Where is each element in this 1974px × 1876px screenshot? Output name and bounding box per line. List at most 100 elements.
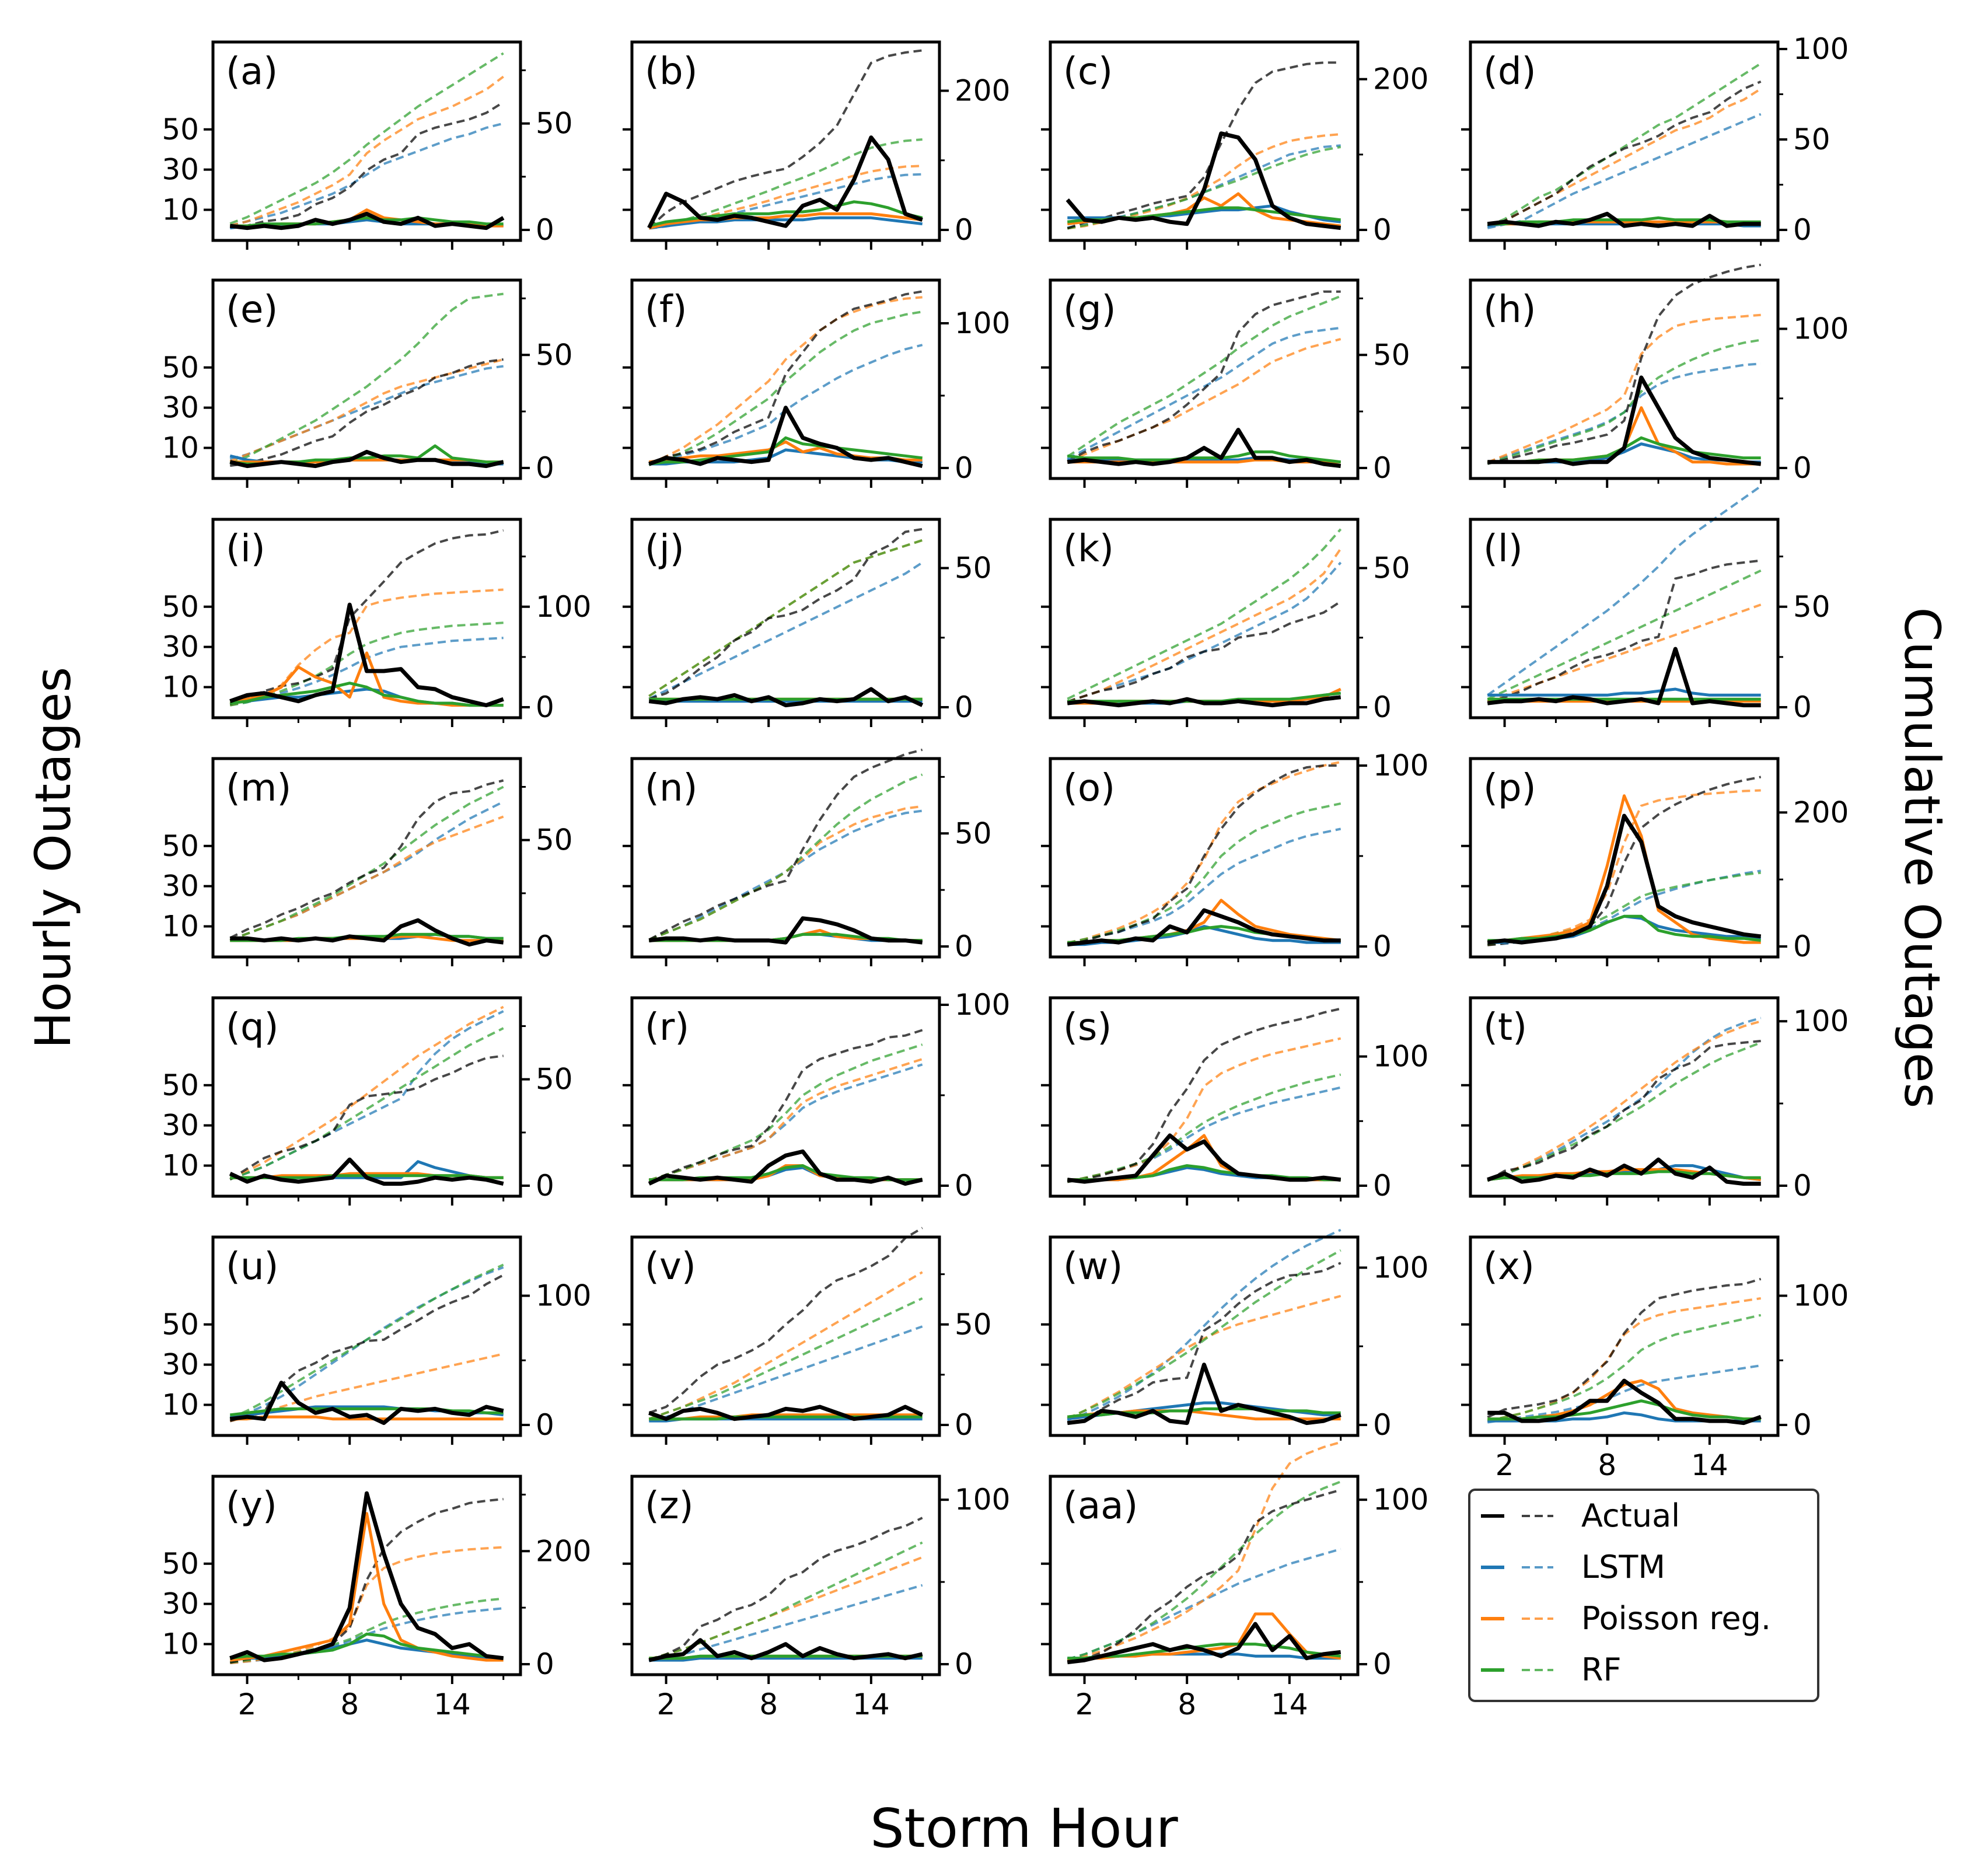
cumulative-series-lstm	[1067, 1547, 1341, 1661]
panel-r: (r) 0 100	[623, 988, 1010, 1206]
panel-label: (i)	[226, 527, 265, 571]
cumulative-series-actual	[648, 748, 923, 941]
y-tick-label-right: 0	[1793, 690, 1812, 724]
cumulative-series-lstm	[229, 1010, 504, 1180]
cumulative-series-poisson	[648, 805, 923, 941]
hourly-series-actual	[648, 406, 923, 469]
panel-frame	[1049, 518, 1360, 719]
panel-label: (d)	[1483, 50, 1536, 93]
y-tick-label-right: 100	[1373, 1040, 1428, 1074]
cumulative-series-poisson	[1067, 548, 1342, 703]
cumulative-series-lstm	[1487, 113, 1762, 229]
panel-frame	[211, 1235, 522, 1437]
y-tick-label-right: 0	[1793, 451, 1812, 485]
cumulative-series-lstm	[648, 1063, 923, 1182]
cumulative-series-lstm	[648, 1584, 923, 1662]
cumulative-series-actual	[648, 290, 923, 466]
x-tick-label: 14	[1691, 1448, 1728, 1482]
panel-label: (l)	[1483, 527, 1523, 571]
cumulative-series-lstm	[229, 122, 504, 227]
cumulative-series-actual	[1067, 764, 1341, 946]
panel-k: (k) 0 50	[1041, 518, 1410, 727]
y-tick-label-right: 100	[536, 1279, 591, 1313]
y-tick-label-right: 0	[1373, 690, 1392, 724]
cumulative-series-lstm	[648, 561, 923, 700]
y-tick-label-left: 50	[162, 113, 199, 146]
panel-label: (a)	[226, 50, 278, 93]
panel-v: (v) 0 50	[623, 1227, 992, 1445]
x-tick-label: 8	[1598, 1448, 1616, 1482]
cumulative-series-lstm	[648, 1325, 923, 1423]
cumulative-series-rf	[229, 1027, 504, 1180]
panel-i: (i) 10 30 50 0 100	[162, 518, 591, 727]
hourly-series-lstm	[649, 1657, 923, 1662]
x-tick-label: 2	[1075, 1688, 1094, 1721]
y-tick-label-left: 10	[162, 670, 199, 704]
panel-frame	[630, 40, 941, 242]
cumulative-series-rf	[648, 1541, 923, 1661]
cumulative-series-rf	[1067, 802, 1341, 944]
cumulative-series-rf	[648, 1043, 923, 1182]
panel-m: (m) 10 30 50 0 50	[162, 757, 573, 966]
y-tick-label-right: 0	[955, 690, 973, 724]
cumulative-series-actual	[648, 1227, 923, 1414]
cumulative-series-actual	[1067, 290, 1341, 463]
y-tick-label-left: 30	[162, 391, 199, 425]
cumulative-series-actual	[1067, 1489, 1341, 1664]
panel-frame	[1469, 40, 1780, 242]
y-tick-label-left: 50	[162, 1308, 199, 1342]
hourly-series-poisson	[230, 1415, 504, 1421]
cumulative-series-actual	[1487, 1040, 1761, 1182]
y-tick-label-right: 0	[955, 930, 973, 963]
panel-frame	[630, 518, 941, 719]
hourly-series-actual	[1067, 1622, 1341, 1665]
legend-label: Poisson reg.	[1581, 1600, 1771, 1637]
panel-label: (k)	[1063, 527, 1114, 571]
cumulative-series-rf	[648, 539, 923, 697]
panel-label: (u)	[226, 1245, 279, 1288]
panel-frame	[1469, 1235, 1780, 1437]
cumulative-series-poisson	[1487, 603, 1762, 703]
y-tick-label-right: 0	[1793, 930, 1812, 963]
y-tick-label-left: 30	[162, 1109, 199, 1143]
cumulative-series-actual	[1487, 263, 1762, 465]
y-tick-label-left: 30	[162, 630, 199, 664]
y-tick-label-right: 0	[536, 930, 554, 963]
panel-s: (s) 0 100	[1041, 996, 1428, 1206]
panel-o: (o) 0 100	[1041, 749, 1428, 966]
cumulative-series-rf	[648, 310, 923, 466]
y-tick-label-left: 50	[162, 351, 199, 385]
y-tick-label-right: 100	[1793, 1279, 1849, 1313]
cumulative-series-lstm	[229, 365, 504, 460]
y-tick-label-right: 50	[955, 1308, 992, 1342]
y-tick-label-left: 10	[162, 1149, 199, 1183]
panel-w: (w) 0 100	[1041, 1228, 1428, 1445]
y-tick-label-right: 0	[1373, 1647, 1392, 1681]
panel-frame	[1469, 278, 1780, 480]
cumulative-series-actual	[229, 1054, 504, 1180]
x-tick-label: 2	[657, 1688, 676, 1721]
cumulative-series-lstm	[1487, 485, 1762, 696]
panel-d: (d) 0 50 100	[1461, 32, 1849, 250]
hourly-series-poisson	[648, 212, 923, 230]
cumulative-series-lstm	[1067, 561, 1342, 703]
panel-frame	[630, 278, 941, 480]
x-tick-label: 8	[1178, 1688, 1196, 1721]
x-tick-label: 14	[434, 1688, 471, 1721]
cumulative-series-rf	[229, 292, 504, 465]
y-tick-label-right: 100	[1793, 1004, 1849, 1038]
panel-label: (h)	[1483, 288, 1536, 331]
panel-frame	[1049, 1475, 1360, 1676]
y-tick-label-right: 0	[955, 451, 973, 485]
hourly-series-actual	[229, 1381, 504, 1426]
cumulative-series-poisson	[229, 75, 504, 227]
hourly-series-actual	[648, 1149, 923, 1186]
hourly-series-actual	[1065, 131, 1341, 230]
panel-frame	[211, 996, 522, 1198]
y-tick-label-right: 0	[536, 213, 554, 247]
cumulative-series-lstm	[648, 344, 923, 465]
y-tick-label-right: 0	[955, 1647, 973, 1681]
cumulative-series-actual	[648, 527, 923, 700]
cumulative-series-poisson	[229, 1353, 504, 1423]
